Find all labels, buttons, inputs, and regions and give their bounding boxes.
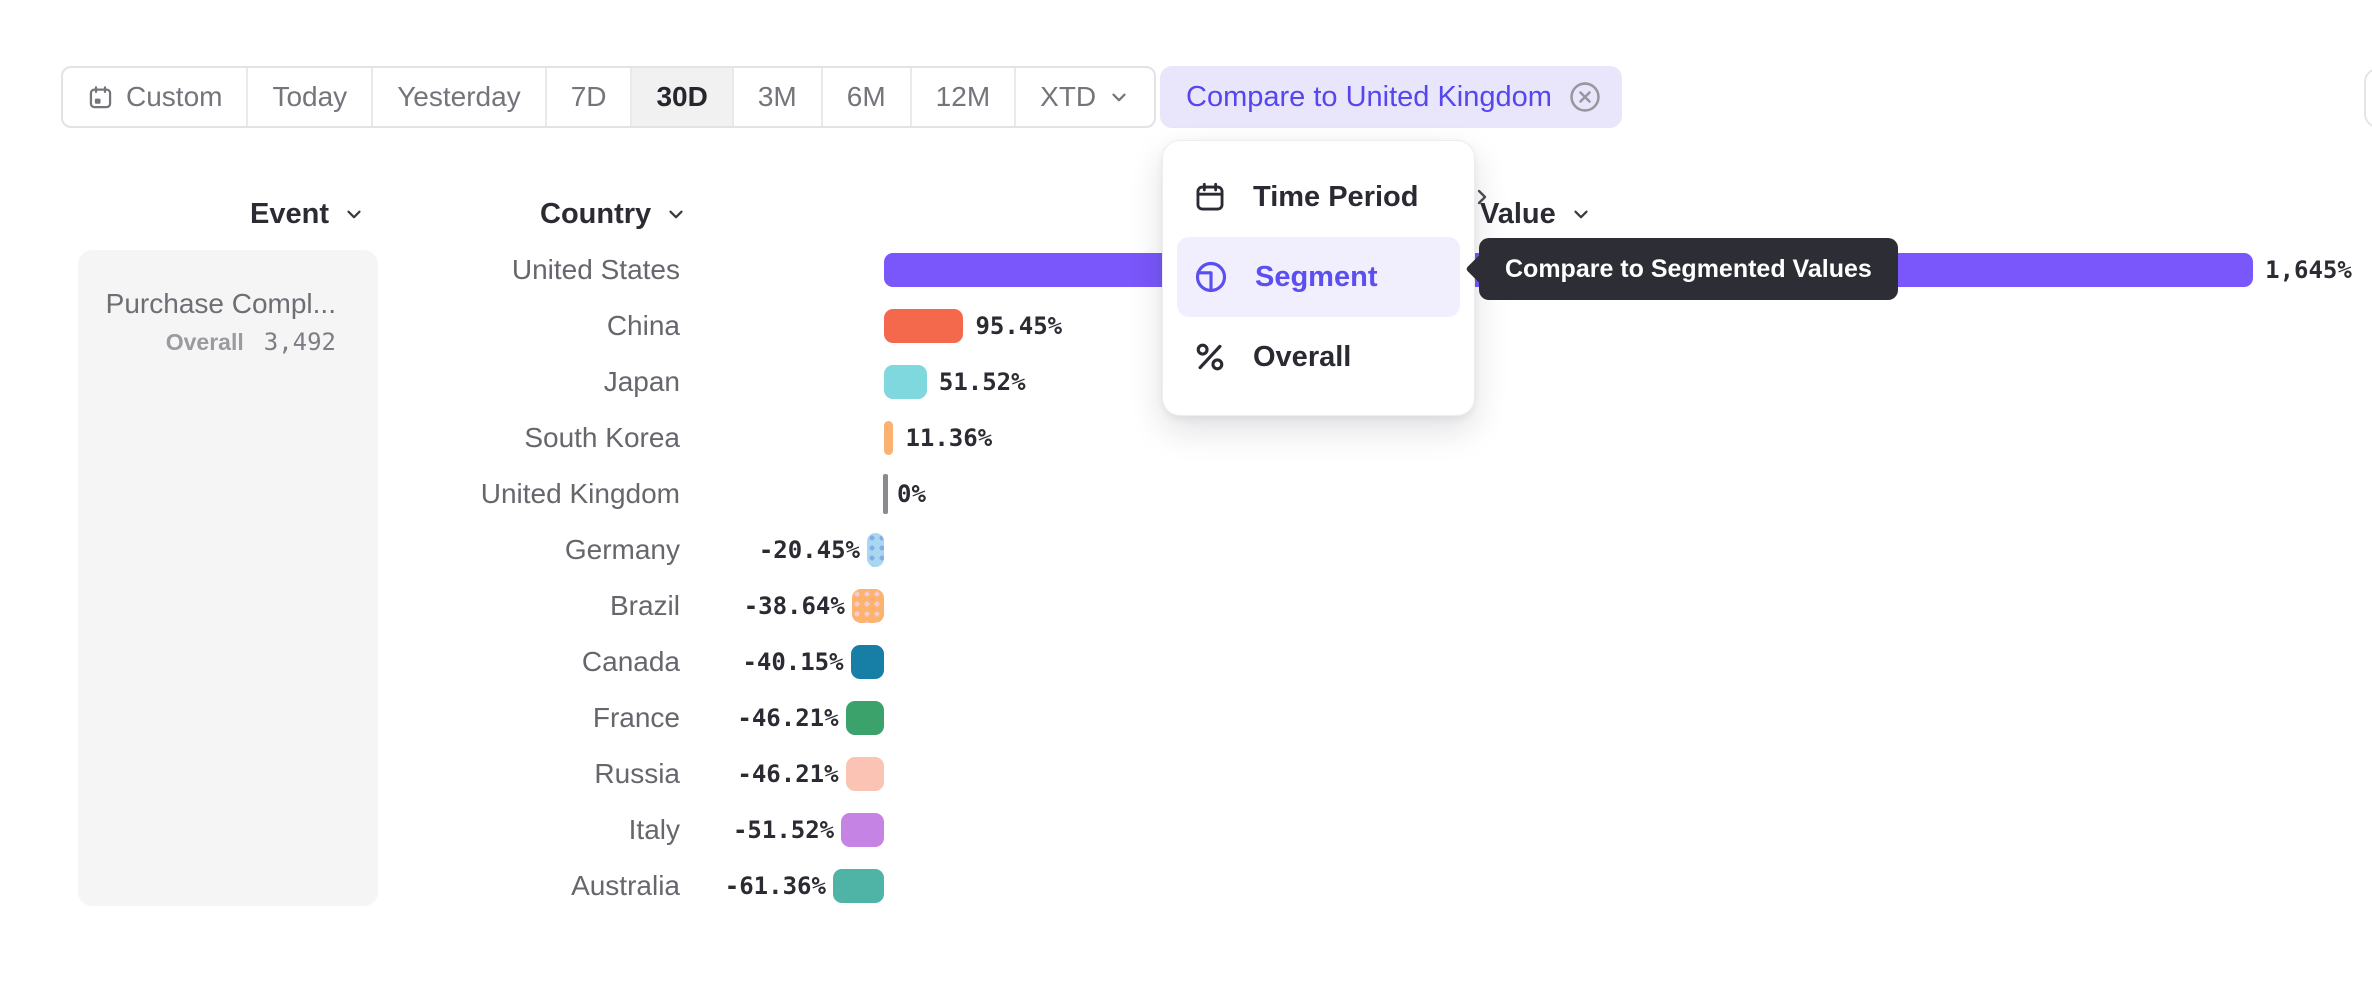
segment-icon	[1193, 259, 1229, 295]
chart-row-united-kingdom: United Kingdom 0%	[0, 466, 2372, 522]
value-label: 1,645%	[2265, 256, 2352, 284]
chart-row-canada: Canada -40.15%	[0, 634, 2372, 690]
chart-row-italy: Italy -51.52%	[0, 802, 2372, 858]
toolbar-item-label: Custom	[126, 81, 223, 112]
toolbar-item-custom[interactable]: Custom	[63, 68, 249, 126]
toolbar-item-7d[interactable]: 7D	[547, 68, 633, 126]
column-header-country[interactable]: Country	[540, 196, 687, 232]
value-bar[interactable]	[884, 365, 927, 399]
country-label: Australia	[571, 870, 680, 901]
value-bar[interactable]	[845, 757, 884, 791]
value-label: -61.36%	[724, 872, 826, 900]
chart-row-germany: Germany -20.45%	[0, 522, 2372, 578]
country-label: China	[606, 310, 680, 341]
value-label: -51.52%	[732, 816, 835, 844]
country-label: Japan	[603, 366, 680, 397]
percent-icon	[1193, 340, 1227, 374]
date-range-toolbar: Custom Today Yesterday 7D 30D 3M 6M 12M …	[61, 66, 1157, 128]
country-label: Germany	[564, 534, 680, 565]
country-label: United Kingdom	[480, 478, 680, 509]
country-label: Brazil	[609, 590, 680, 621]
toolbar-item-yesterday[interactable]: Yesterday	[373, 68, 547, 126]
chart-row-japan: Japan 51.52%	[0, 354, 2372, 410]
value-bar[interactable]	[851, 589, 884, 623]
value-label: -46.21%	[737, 760, 839, 788]
chevron-down-icon	[1570, 203, 1592, 225]
calendar-icon	[87, 84, 114, 111]
compare-dropdown-menu: Time Period Segment Overall	[1162, 140, 1487, 416]
value-label: -46.21%	[737, 704, 839, 732]
value-label: 95.45%	[975, 312, 1063, 340]
toolbar-item-6m[interactable]: 6M	[823, 68, 912, 126]
toolbar-item-3m[interactable]: 3M	[734, 68, 823, 126]
menu-item-time-period[interactable]: Time Period	[1177, 157, 1487, 237]
chart-row-china: China 95.45%	[0, 298, 2372, 354]
value-label: 11.36%	[905, 424, 993, 452]
zero-baseline-tick	[883, 474, 888, 514]
chart-row-south-korea: South Korea 11.36%	[0, 410, 2372, 466]
country-label: Russia	[594, 758, 680, 789]
country-label: Italy	[628, 814, 680, 845]
event-panel[interactable]: Purchase Compl... Overall 3,492	[78, 250, 378, 906]
chevron-down-icon	[1108, 86, 1130, 108]
toolbar-item-30d[interactable]: 30D	[632, 68, 734, 126]
close-circle-icon[interactable]	[1568, 80, 1602, 114]
menu-item-overall[interactable]: Overall	[1177, 317, 1460, 397]
chart-row-australia: Australia -61.36%	[0, 858, 2372, 914]
overall-label: Overall	[165, 329, 244, 355]
column-header-event[interactable]: Event	[250, 196, 365, 232]
event-title: Purchase Compl...	[105, 288, 336, 319]
value-bar[interactable]	[845, 701, 884, 735]
country-label: Canada	[581, 646, 680, 677]
compare-to-segment-pill[interactable]: Compare to United Kingdom	[1160, 66, 1622, 128]
event-overall-row: Overall 3,492	[166, 328, 336, 356]
chart-row-brazil: Brazil -38.64%	[0, 578, 2372, 634]
value-bar[interactable]	[832, 869, 884, 903]
menu-item-segment[interactable]: Segment	[1177, 237, 1460, 317]
value-label: -38.64%	[743, 592, 845, 620]
value-label: -20.45%	[758, 536, 860, 564]
value-bar[interactable]	[850, 645, 884, 679]
value-label: 51.52%	[938, 368, 1026, 396]
toolbar-item-12m[interactable]: 12M	[912, 68, 1017, 126]
toolbar-item-today[interactable]: Today	[248, 68, 374, 126]
value-bar[interactable]	[884, 421, 894, 455]
column-header-value[interactable]: Value	[1480, 196, 1592, 232]
country-label: United States	[511, 254, 680, 285]
chevron-down-icon	[665, 203, 687, 225]
chart-row-russia: Russia -46.21%	[0, 746, 2372, 802]
compare-pill-label: Compare to United Kingdom	[1186, 80, 1552, 113]
chart-row-france: France -46.21%	[0, 690, 2372, 746]
calendar-icon	[1193, 180, 1227, 214]
value-bar[interactable]	[866, 533, 884, 567]
segment-tooltip: Compare to Segmented Values	[1479, 238, 1898, 300]
country-label: South Korea	[524, 422, 680, 453]
clipped-edge-button[interactable]	[2364, 68, 2372, 128]
value-bar[interactable]	[884, 309, 964, 343]
overall-value: 3,492	[263, 328, 336, 356]
tooltip-text: Compare to Segmented Values	[1505, 254, 1872, 283]
country-label: France	[592, 702, 680, 733]
value-label: 0%	[897, 480, 926, 508]
chevron-down-icon	[343, 203, 365, 225]
value-label: -40.15%	[742, 648, 844, 676]
value-bar[interactable]	[841, 813, 884, 847]
toolbar-item-xtd[interactable]: XTD	[1016, 68, 1154, 126]
chevron-right-icon	[1470, 185, 1494, 209]
